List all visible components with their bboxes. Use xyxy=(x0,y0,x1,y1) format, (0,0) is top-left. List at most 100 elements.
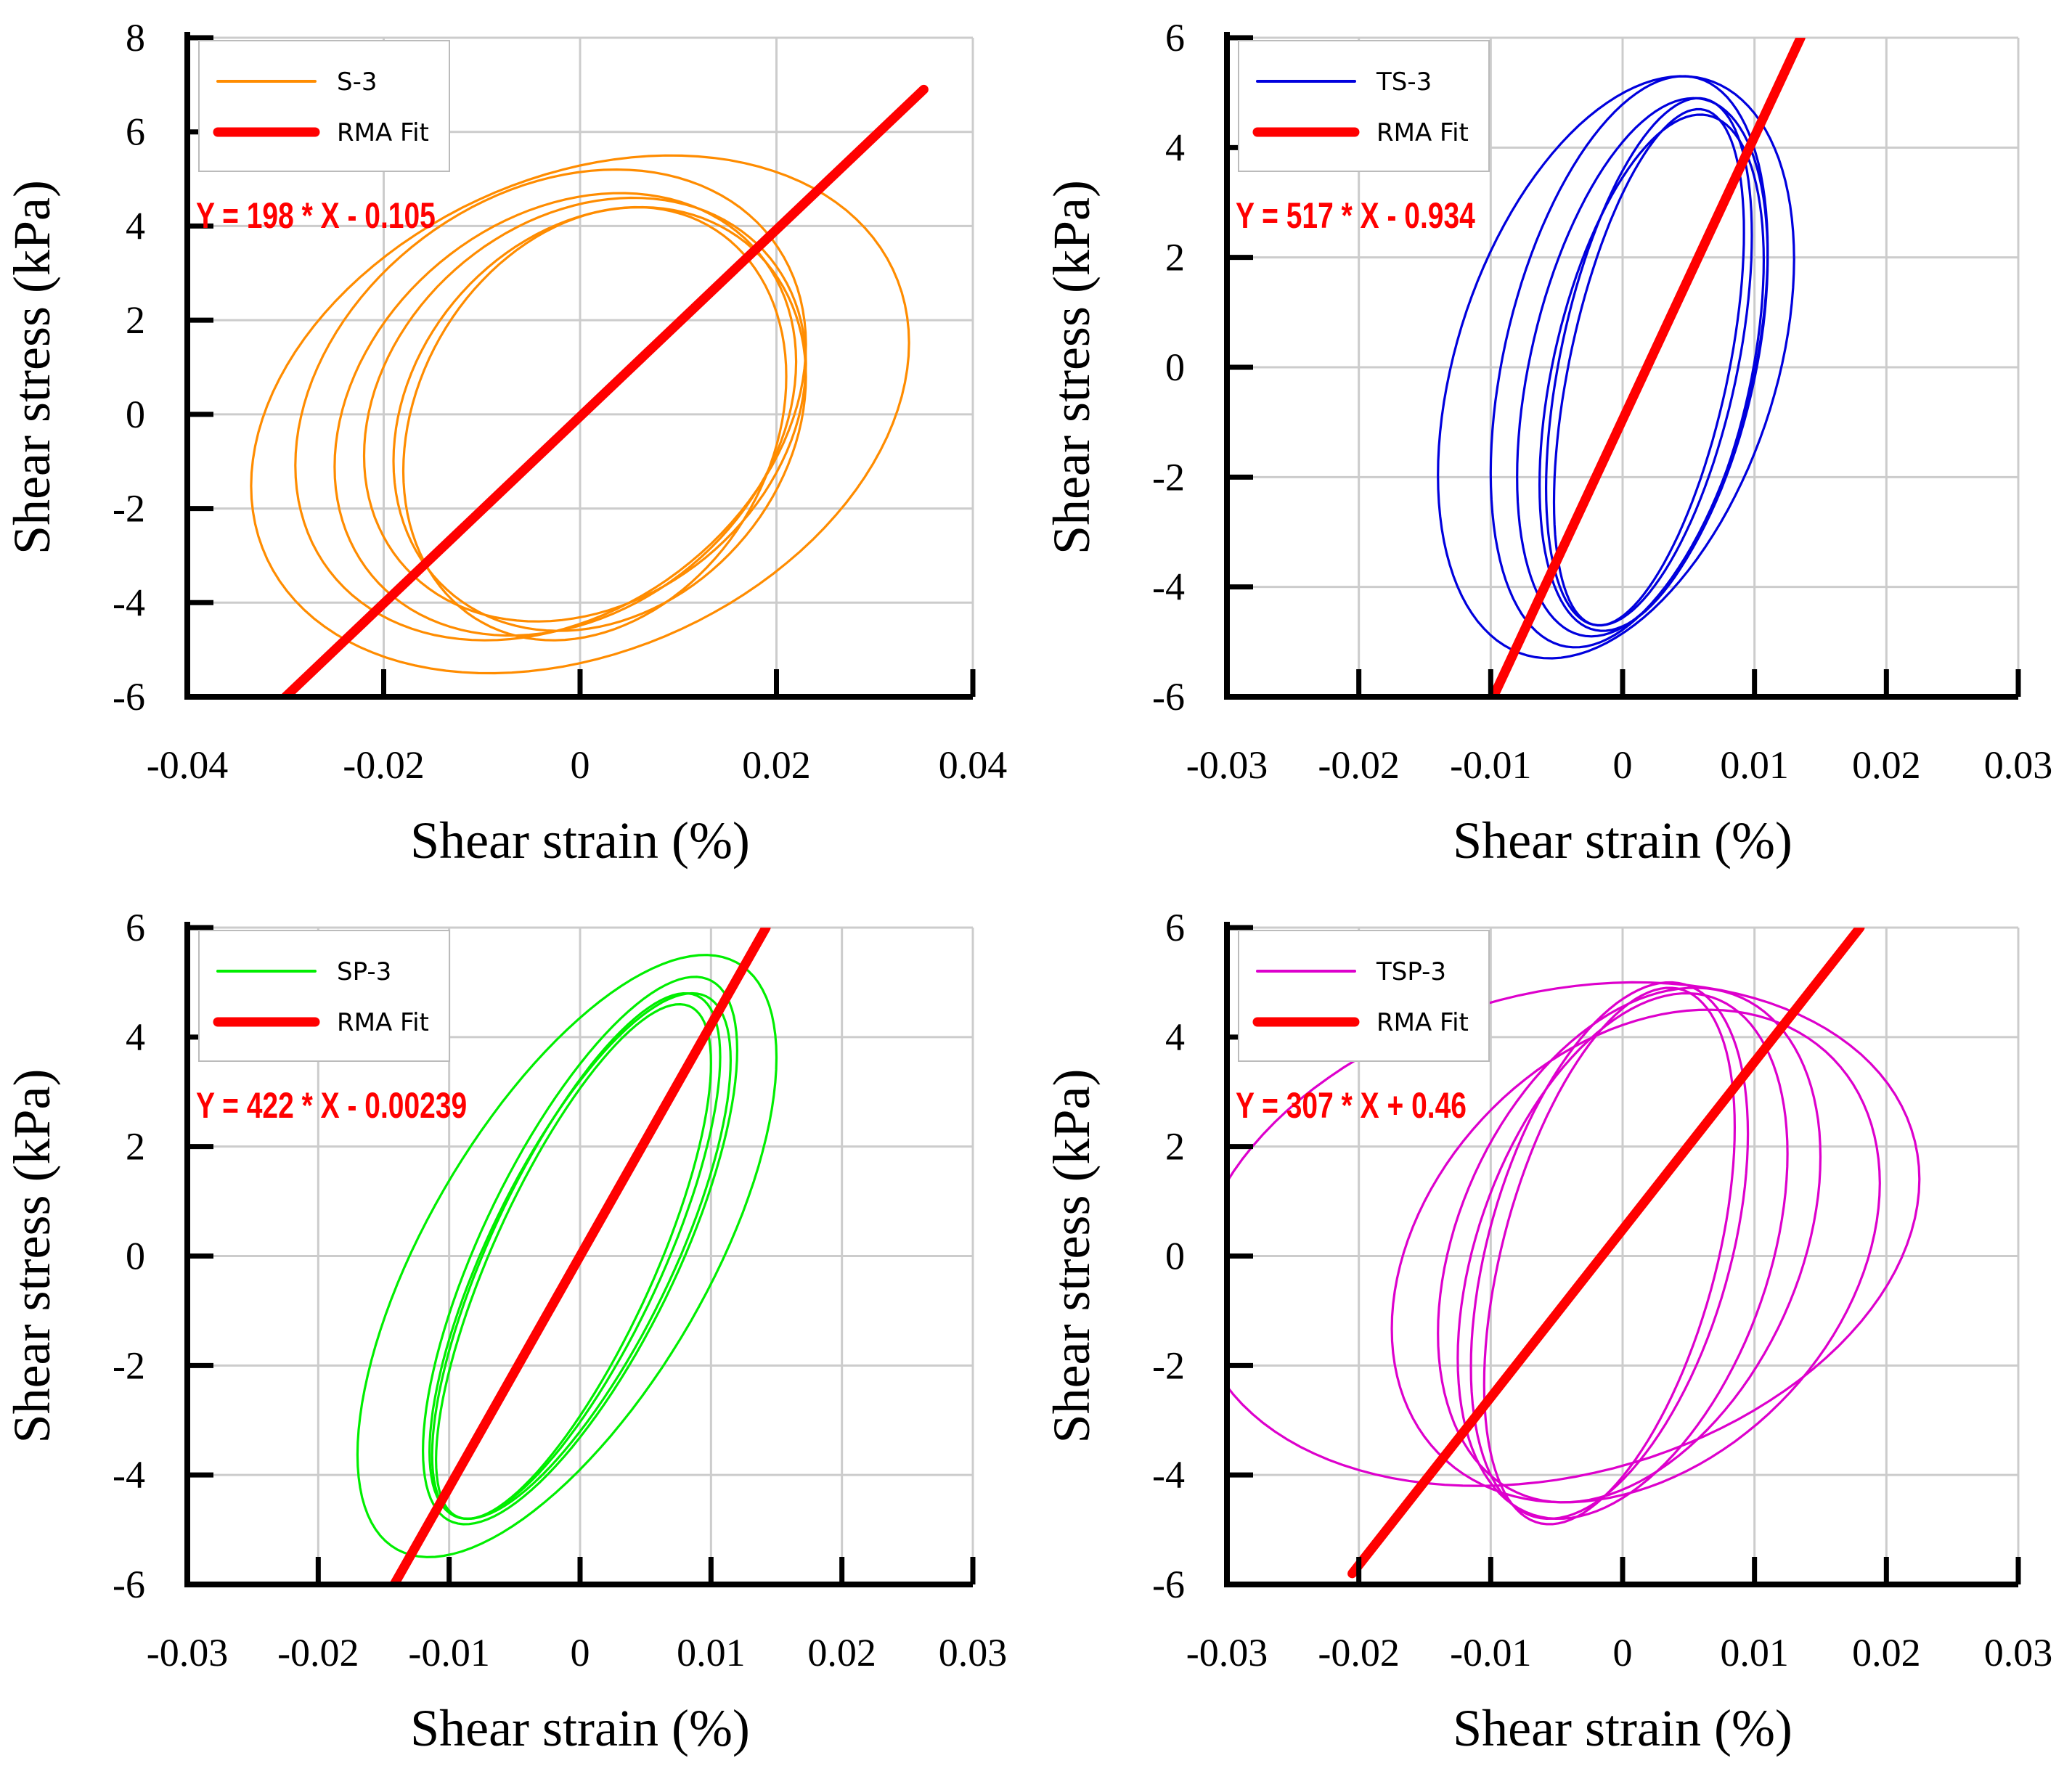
legend-label: RMA Fit xyxy=(337,118,429,147)
x-tick-label: -0.04 xyxy=(147,743,228,787)
hysteresis-loop xyxy=(250,154,910,675)
y-tick-label: 0 xyxy=(1165,345,1185,389)
panel-sp3: Shear strain (%) Shear stress (kPa) -0.0… xyxy=(3,906,1007,1757)
x-tick-label: 0.02 xyxy=(807,1631,876,1674)
x-tick-label: -0.01 xyxy=(1450,743,1531,787)
hysteresis-loop xyxy=(294,168,807,642)
data-layer xyxy=(1437,38,1806,697)
legend-label: TSP-3 xyxy=(1376,957,1446,986)
hysteresis-loop xyxy=(1552,107,1745,627)
equation-label: Y = 307 * X + 0.46 xyxy=(1236,1084,1467,1126)
y-tick-label: -6 xyxy=(113,1563,145,1606)
x-tick-label: 0.01 xyxy=(677,1631,746,1674)
legend-label: RMA Fit xyxy=(337,1008,429,1037)
y-tick-label: -2 xyxy=(113,487,145,531)
panel-ts3: Shear strain (%) Shear stress (kPa) -0.0… xyxy=(1043,16,2052,870)
rma-fit-line xyxy=(280,84,929,697)
equation-label: Y = 198 * X - 0.105 xyxy=(196,195,436,236)
legend-box xyxy=(1238,40,1490,172)
legend: S-3 RMA Fit xyxy=(198,40,450,172)
legend-label: S-3 xyxy=(337,68,377,97)
x-tick-label: -0.03 xyxy=(147,1631,228,1674)
y-tick-label: 0 xyxy=(126,1235,145,1278)
y-tick-label: 2 xyxy=(126,1125,145,1169)
data-layer xyxy=(1227,928,1921,1579)
x-tick-label: 0.02 xyxy=(742,743,811,787)
equation-label: Y = 517 * X - 0.934 xyxy=(1236,195,1475,236)
y-tick-label: 6 xyxy=(1165,906,1185,949)
x-tick-label: 0.01 xyxy=(1720,743,1789,787)
y-axis-title: Shear stress (kPa) xyxy=(3,1069,61,1444)
x-tick-label: -0.02 xyxy=(277,1631,359,1674)
y-tick-label: 6 xyxy=(1165,16,1185,60)
legend: SP-3 RMA Fit xyxy=(198,930,450,1062)
x-axis-title: Shear strain (%) xyxy=(410,811,750,870)
x-tick-label: 0 xyxy=(571,1631,590,1674)
y-tick-label: 4 xyxy=(1165,1015,1185,1059)
y-tick-label: 6 xyxy=(126,110,145,154)
legend-label: RMA Fit xyxy=(1376,1008,1469,1037)
data-layer xyxy=(250,84,929,697)
y-tick-label: 8 xyxy=(126,16,145,60)
x-axis-title: Shear strain (%) xyxy=(1453,811,1792,870)
x-tick-label: 0.03 xyxy=(1984,743,2053,787)
y-tick-label: 0 xyxy=(126,393,145,436)
hysteresis-loop xyxy=(1469,981,1750,1521)
legend-box xyxy=(1238,930,1490,1062)
hysteresis-loop xyxy=(401,205,788,642)
hysteresis-loop xyxy=(1437,75,1795,660)
x-tick-label: -0.01 xyxy=(1450,1631,1531,1674)
x-axis-title: Shear strain (%) xyxy=(410,1699,750,1757)
hysteresis-loop xyxy=(356,954,778,1558)
x-axis-title: Shear strain (%) xyxy=(1453,1699,1792,1757)
y-tick-label: 4 xyxy=(1165,126,1185,169)
legend-label: SP-3 xyxy=(337,957,391,986)
y-tick-label: -2 xyxy=(1152,1343,1185,1387)
y-axis-title: Shear stress (kPa) xyxy=(1043,1069,1101,1444)
hysteresis-loop xyxy=(392,205,807,632)
y-tick-label: -6 xyxy=(113,675,145,719)
y-tick-label: -4 xyxy=(113,581,145,624)
x-tick-label: 0.02 xyxy=(1852,1631,1921,1674)
y-tick-label: 4 xyxy=(126,1015,145,1059)
y-tick-label: -4 xyxy=(113,1453,145,1497)
hysteresis-loop xyxy=(333,192,798,637)
hysteresis-loop xyxy=(1516,97,1769,638)
series-tsp-3 xyxy=(1227,981,1921,1526)
legend-box xyxy=(198,930,450,1062)
hysteresis-loop xyxy=(431,991,722,1521)
rma-fit-line xyxy=(1488,38,1806,697)
legend-box xyxy=(198,40,450,172)
series-ts-3 xyxy=(1437,75,1795,660)
y-tick-label: 4 xyxy=(126,204,145,248)
y-axis-title: Shear stress (kPa) xyxy=(3,180,61,555)
rma-fit-line xyxy=(389,928,771,1584)
series-s-3 xyxy=(250,154,910,675)
y-tick-label: -6 xyxy=(1152,1563,1185,1606)
x-tick-label: 0.04 xyxy=(939,743,1008,787)
y-tick-label: 6 xyxy=(126,906,145,949)
x-tick-label: 0 xyxy=(571,743,590,787)
y-tick-label: -6 xyxy=(1152,675,1185,719)
y-tick-label: 2 xyxy=(1165,1125,1185,1169)
x-tick-label: -0.03 xyxy=(1186,1631,1268,1674)
hysteresis-loop xyxy=(1456,991,1789,1521)
x-tick-label: 0.02 xyxy=(1852,743,1921,787)
x-tick-label: -0.02 xyxy=(343,743,424,787)
y-tick-label: 2 xyxy=(126,298,145,342)
hysteresis-loop xyxy=(434,1002,712,1521)
panel-s3: Shear strain (%) Shear stress (kPa) -0.0… xyxy=(3,16,1007,870)
rma-fit-line xyxy=(1347,928,1865,1579)
y-tick-label: 2 xyxy=(1165,236,1185,279)
legend: TSP-3 RMA Fit xyxy=(1238,930,1490,1062)
y-tick-label: -2 xyxy=(113,1343,145,1387)
legend: TS-3 RMA Fit xyxy=(1238,40,1490,172)
hysteresis-loop xyxy=(428,991,733,1521)
x-tick-label: -0.03 xyxy=(1186,743,1268,787)
x-tick-label: 0.01 xyxy=(1720,1631,1789,1674)
legend-label: RMA Fit xyxy=(1376,118,1469,147)
y-tick-label: 0 xyxy=(1165,1235,1185,1278)
hysteresis-loop xyxy=(1390,1008,1881,1504)
x-tick-label: -0.01 xyxy=(408,1631,489,1674)
